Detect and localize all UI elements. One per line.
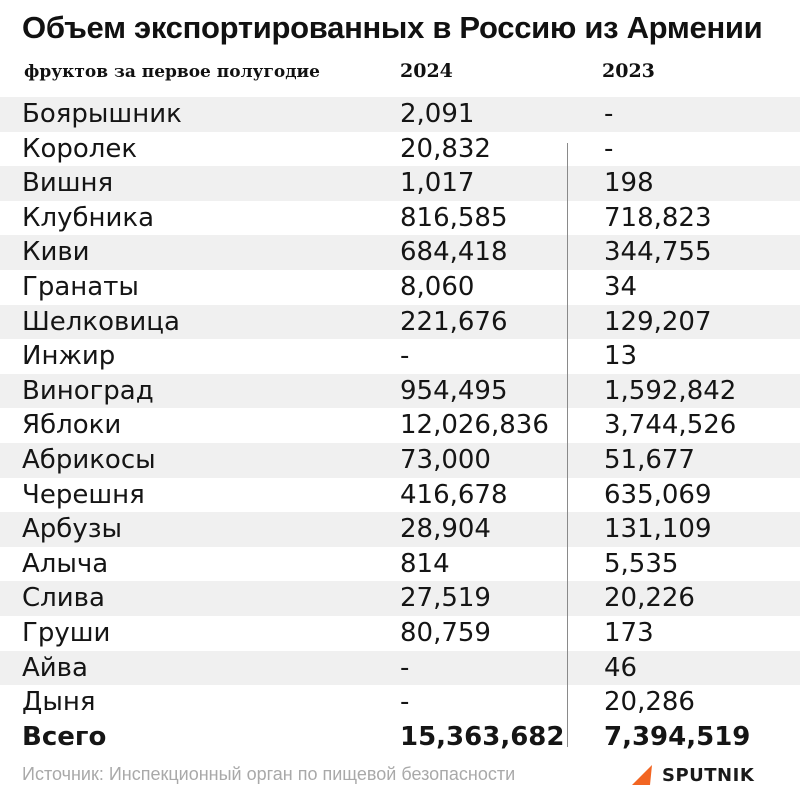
value-2023: 173: [604, 617, 654, 648]
value-2023: 198: [604, 168, 654, 199]
table-row: Боярышник 2,091 -: [0, 97, 800, 132]
value-2023: -: [604, 133, 614, 164]
source-note: Источник: Инспекционный орган по пищевой…: [22, 764, 516, 784]
table-row: Алыча 814 5,535: [0, 547, 800, 582]
chart-subtitle: фруктов за первое полугодие: [24, 62, 320, 82]
total-value-2023: 7,394,519: [604, 721, 751, 752]
value-2024: 684,418: [400, 237, 508, 268]
column-divider: [567, 143, 568, 747]
table-row: Королек 20,832 -: [0, 132, 800, 167]
fruit-name: Слива: [22, 583, 105, 614]
value-2024: 221,676: [400, 306, 508, 337]
total-value-2024: 15,363,682: [400, 721, 565, 752]
table-row: Дыня - 20,286: [0, 685, 800, 720]
table-row: Арбузы 28,904 131,109: [0, 512, 800, 547]
table-row: Вишня 1,017 198: [0, 166, 800, 201]
value-2023: 46: [604, 652, 638, 683]
fruit-name: Боярышник: [22, 99, 182, 129]
value-2023: 20,286: [604, 687, 695, 718]
fruit-name: Виноград: [22, 375, 154, 406]
fruit-name: Инжир: [22, 341, 116, 372]
value-2024: 816,585: [400, 202, 508, 233]
table-row: Черешня 416,678 635,069: [0, 478, 800, 513]
value-2024: 80,759: [400, 617, 491, 648]
table-row: Виноград 954,495 1,592,842: [0, 373, 800, 409]
fruit-name: Киви: [22, 237, 90, 268]
table-row: Киви 684,418 344,755: [0, 235, 800, 270]
fruit-name: Вишня: [22, 168, 114, 199]
value-2023: 344,755: [604, 237, 712, 268]
fruit-name: Яблоки: [22, 410, 122, 441]
value-2023: 34: [604, 271, 638, 302]
logo-text: SPUTNIK: [662, 764, 755, 786]
value-2024: 12,026,836: [400, 410, 549, 441]
fruit-name: Абрикосы: [22, 444, 156, 475]
value-2024: 2,091: [400, 99, 475, 129]
fruit-name: Королек: [22, 133, 138, 164]
sputnik-logo: SPUTNIK: [630, 762, 754, 788]
value-2023: 131,109: [604, 514, 712, 545]
value-2023: 5,535: [604, 548, 679, 579]
value-2023: 51,677: [604, 444, 695, 475]
column-header-2023: 2023: [602, 60, 655, 82]
value-2024: 8,060: [400, 271, 475, 302]
table-row: Инжир - 13: [0, 339, 800, 374]
value-2023: 718,823: [604, 202, 712, 233]
table-row: Слива 27,519 20,226: [0, 581, 800, 616]
value-2024: 1,017: [400, 168, 475, 199]
table-row: Шелковица 221,676 129,207: [0, 304, 800, 340]
fruit-name: Шелковица: [22, 306, 180, 337]
sputnik-logo-icon: [632, 765, 652, 785]
fruit-name: Груши: [22, 617, 111, 648]
table-total-row: Всего 15,363,682 7,394,519: [0, 719, 800, 755]
value-2024: -: [400, 652, 410, 683]
value-2024: 20,832: [400, 133, 491, 164]
fruit-name: Гранаты: [22, 271, 139, 302]
data-table: Боярышник 2,091 - Королек 20,832 - Вишня 1,017 1…: [0, 97, 800, 755]
fruit-name: Клубника: [22, 202, 155, 233]
value-2024: 416,678: [400, 479, 508, 510]
value-2023: 3,744,526: [604, 410, 737, 441]
value-2024: 814: [400, 548, 450, 579]
value-2024: -: [400, 341, 410, 372]
value-2023: 13: [604, 341, 638, 372]
value-2024: 27,519: [400, 583, 491, 614]
value-2024: 28,904: [400, 514, 491, 545]
table-row: Гранаты 8,060 34: [0, 270, 800, 305]
value-2024: -: [400, 687, 410, 718]
value-2023: 635,069: [604, 479, 712, 510]
value-2023: 1,592,842: [604, 375, 737, 406]
chart-title: Объем экспортированных в Россию из Армен…: [22, 10, 763, 45]
value-2023: -: [604, 99, 614, 129]
value-2024: 954,495: [400, 375, 508, 406]
table-row: Клубника 816,585 718,823: [0, 201, 800, 236]
total-label: Всего: [22, 721, 107, 752]
column-header-2024: 2024: [400, 60, 453, 82]
value-2024: 73,000: [400, 444, 491, 475]
value-2023: 20,226: [604, 583, 695, 614]
fruit-name: Черешня: [22, 479, 145, 510]
table-row: Яблоки 12,026,836 3,744,526: [0, 408, 800, 443]
table-row: Абрикосы 73,000 51,677: [0, 442, 800, 478]
table-row: Айва - 46: [0, 650, 800, 686]
fruit-name: Арбузы: [22, 514, 123, 545]
fruit-name: Дыня: [22, 687, 96, 718]
fruit-name: Алыча: [22, 548, 109, 579]
value-2023: 129,207: [604, 306, 712, 337]
table-row: Груши 80,759 173: [0, 616, 800, 651]
fruit-name: Айва: [22, 652, 88, 683]
